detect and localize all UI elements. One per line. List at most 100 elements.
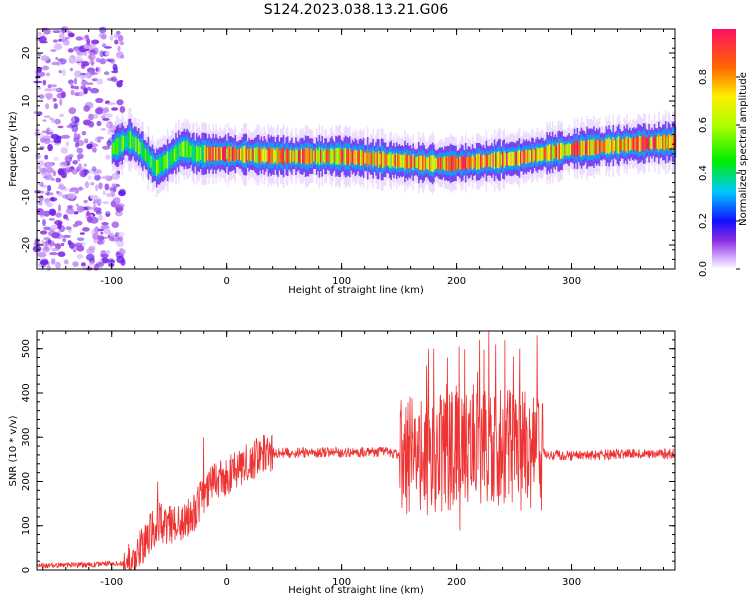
spectrogram-noise-blob bbox=[75, 36, 84, 41]
spectrogram-ridge-cell bbox=[413, 156, 416, 168]
spectrogram-noise-blob bbox=[50, 177, 55, 181]
spectrogram-ridge-cell bbox=[595, 139, 598, 155]
spectrogram-noise-blob bbox=[116, 99, 124, 106]
spectrogram-ridge-cell bbox=[292, 150, 294, 162]
spectrogram-ridge-cell bbox=[655, 136, 657, 149]
spectrogram-ridge-cell bbox=[555, 145, 558, 158]
spectrogram-noise-blob bbox=[65, 141, 70, 147]
spectrogram-noise-blob bbox=[68, 56, 76, 64]
spectrogram-ridge-cell bbox=[146, 150, 148, 163]
spectrogram-ridge-cell bbox=[252, 148, 254, 162]
spectrogram-noise-blob bbox=[73, 211, 79, 215]
spectrogram-ridge-cell bbox=[246, 149, 249, 161]
x-tick-label: -100 bbox=[100, 276, 123, 287]
spectrogram-ridge-cell bbox=[355, 150, 358, 165]
spectrogram-ridge-cell bbox=[435, 158, 438, 169]
x-tick-label: -100 bbox=[100, 577, 123, 588]
spectrogram-ridge-cell bbox=[183, 140, 186, 158]
spectrogram-noise-blob bbox=[60, 242, 65, 247]
spectrogram-ridge-cell bbox=[390, 152, 392, 169]
spectrogram-ridge-cell bbox=[532, 148, 535, 163]
spectrogram-ridge-cell bbox=[133, 136, 136, 151]
spectrogram-ridge-cell bbox=[285, 148, 288, 165]
spectrogram-noise-blob bbox=[39, 215, 45, 219]
spectrogram-noise-blob bbox=[56, 92, 66, 99]
snr-line bbox=[36, 330, 676, 571]
spectrogram-ridge-cell bbox=[431, 154, 434, 173]
spectrogram-ridge-cell bbox=[248, 147, 250, 162]
spectrogram-noise-blob bbox=[58, 38, 62, 42]
spectrogram-ridge-cell bbox=[597, 139, 599, 154]
spectrogram-ridge-cell bbox=[522, 149, 525, 165]
spectrogram-noise-blob bbox=[104, 174, 111, 180]
spectrogram-ridge-cell bbox=[122, 135, 125, 150]
spectrogram-ridge-cell bbox=[424, 157, 427, 170]
spectrogram-noise-blob bbox=[86, 38, 91, 46]
spectrogram-ridge-cell bbox=[412, 154, 414, 170]
spectrogram-noise-blob bbox=[43, 210, 50, 217]
spectrogram-noise-blob bbox=[54, 118, 61, 125]
spectrogram-ridge-cell bbox=[331, 147, 333, 165]
spectrogram-ridge-cell bbox=[400, 154, 402, 168]
spectrogram-noise-blob bbox=[49, 117, 54, 121]
spectrogram-noise-blob bbox=[47, 144, 53, 152]
y-tick-label: 20 bbox=[21, 47, 32, 60]
spectrogram-noise-blob bbox=[58, 70, 63, 74]
spectrogram-ridge-cell bbox=[649, 137, 652, 149]
spectrogram-ridge-cell bbox=[235, 148, 238, 160]
spectrogram-ridge-cell bbox=[383, 152, 386, 167]
spectrogram-noise-blob bbox=[79, 232, 85, 235]
spectrogram-noise-blob bbox=[64, 259, 69, 265]
spectrogram-noise-blob bbox=[115, 51, 124, 59]
spectrogram-ridge-cell bbox=[663, 134, 666, 150]
spectrogram-noise-blob bbox=[97, 235, 105, 241]
spectrogram-noise-blob bbox=[92, 199, 96, 206]
spectrogram-ridge-cell bbox=[202, 144, 205, 163]
spectrogram-noise-blob bbox=[99, 58, 107, 65]
spectrogram-ridge-cell bbox=[561, 142, 563, 159]
spectrogram-ridge-cell bbox=[344, 147, 347, 166]
spectrogram-noise-blob bbox=[68, 107, 77, 115]
spectrogram-ridge-cell bbox=[549, 144, 551, 162]
spectrogram-noise-blob bbox=[52, 98, 57, 102]
spectrogram-noise-blob bbox=[87, 68, 96, 73]
spectrogram-ridge-cell bbox=[226, 148, 228, 160]
spectrogram-noise-blob bbox=[75, 55, 83, 63]
spectrogram-ridge-cell bbox=[496, 152, 499, 168]
spectrogram-noise-blob bbox=[55, 56, 59, 61]
spectrogram-ridge-cell bbox=[273, 147, 275, 164]
spectrogram-noise-blob bbox=[109, 232, 114, 236]
spectrogram-noise-blob bbox=[105, 51, 110, 56]
spectrogram-ridge-cell bbox=[142, 142, 144, 160]
spectrogram-ridge-cell bbox=[470, 156, 472, 168]
spectrogram-ridge-cell bbox=[149, 154, 151, 166]
spectrogram-noise-blob bbox=[90, 87, 100, 94]
spectrogram-ridge-cell bbox=[477, 153, 479, 170]
spectrogram-ridge-cell bbox=[444, 156, 446, 171]
spectrogram-ridge-cell bbox=[587, 139, 590, 156]
spectrogram-ridge-cell bbox=[558, 142, 561, 160]
spectrogram-ridge-cell bbox=[406, 153, 409, 170]
spectrogram-ridge-cell bbox=[453, 156, 456, 171]
spectrogram-ridge-cell bbox=[503, 151, 506, 168]
spectrogram-ridge-cell bbox=[351, 149, 354, 165]
spectrogram-noise-blob bbox=[96, 120, 102, 127]
spectrogram-noise-blob bbox=[47, 84, 52, 89]
x-tick-label: 300 bbox=[562, 577, 581, 588]
spectrogram-ridge-cell bbox=[139, 142, 141, 154]
spectrogram-ridge-cell bbox=[513, 151, 515, 166]
spectrogram-noise-blob bbox=[115, 203, 125, 209]
spectrogram-ridge-cell bbox=[386, 154, 388, 166]
spectrogram-ridge-cell bbox=[411, 156, 413, 168]
spectrogram-ridge-cell bbox=[263, 147, 266, 164]
spectrogram-noise-blob bbox=[81, 131, 87, 136]
y-tick-label: 0 bbox=[21, 146, 32, 152]
spectrogram-ridge-cell bbox=[309, 148, 311, 164]
spectrogram-ridge-cell bbox=[510, 151, 512, 167]
spectrogram-ridge-cell bbox=[190, 145, 192, 158]
spectrogram-ridge-cell bbox=[493, 151, 496, 169]
spectrogram-noise-blob bbox=[113, 33, 120, 39]
spectrogram-ridge-cell bbox=[271, 147, 274, 164]
spectrogram-ridge-cell bbox=[332, 149, 334, 164]
spectrogram-noise-blob bbox=[101, 222, 109, 226]
